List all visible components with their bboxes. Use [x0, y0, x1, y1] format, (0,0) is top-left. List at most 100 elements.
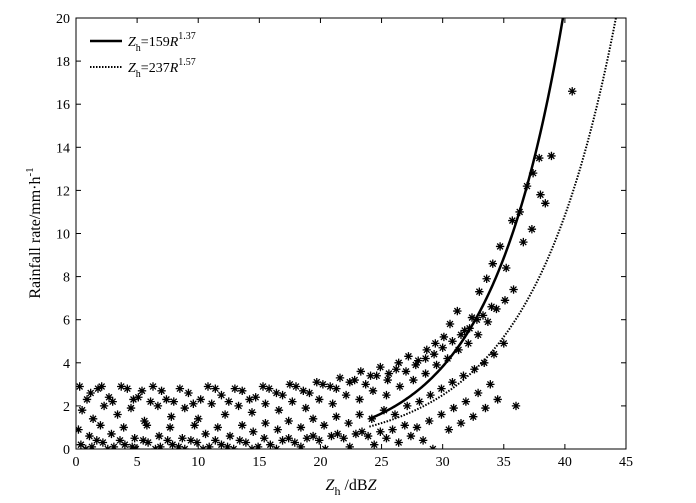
scatter-point	[207, 399, 216, 408]
scatter-point	[196, 395, 205, 404]
scatter-point	[198, 444, 208, 449]
scatter-point	[225, 431, 235, 441]
scatter-point	[327, 431, 336, 441]
scatter-point	[449, 403, 458, 413]
scatter-point	[421, 354, 430, 363]
scatter-point	[273, 425, 282, 434]
scatter-point	[376, 427, 385, 436]
scatter-point	[426, 390, 435, 400]
scatter-point	[422, 345, 431, 355]
scatter-point	[355, 410, 364, 419]
scatter-point	[464, 339, 473, 348]
scatter-point	[142, 421, 152, 430]
scatter-point	[382, 390, 391, 400]
scatter-point	[376, 362, 385, 372]
scatter-point	[274, 406, 284, 415]
y-tick-label: 10	[56, 228, 70, 243]
scatter-point	[403, 401, 412, 411]
scatter-point	[388, 425, 397, 434]
scatter-point	[473, 330, 483, 339]
scatter-point	[103, 444, 112, 449]
scatter-point	[284, 416, 293, 426]
scatter-point	[414, 356, 423, 365]
scatter-point	[308, 414, 318, 424]
scatter-point	[519, 237, 528, 247]
scatter-point	[224, 397, 233, 406]
scatter-point	[401, 367, 411, 376]
scatter-point	[321, 444, 330, 449]
fit-curves	[368, 18, 617, 428]
scatter-point	[379, 406, 389, 415]
scatter-point	[272, 388, 281, 398]
scatter-point	[536, 190, 545, 199]
scatter-point	[475, 287, 484, 296]
x-tick-label: 15	[252, 455, 266, 470]
scatter-point	[439, 332, 449, 342]
y-tick-label: 0	[63, 443, 70, 458]
scatter-point	[429, 349, 439, 359]
scatter-point	[192, 438, 202, 447]
legend: Zh=159R1.37 Zh=237R1.57	[90, 31, 196, 80]
x-tick-label: 5	[134, 455, 141, 470]
legend-label-1: Zh=159R1.37	[128, 31, 196, 54]
scatter-point	[115, 436, 125, 445]
scatter-point	[351, 429, 361, 439]
scatter-point	[194, 414, 203, 424]
scatter-point	[547, 151, 556, 161]
scatter-point	[384, 369, 394, 378]
scatter-point	[345, 442, 354, 449]
scatter-point	[493, 395, 502, 404]
scatter-point	[189, 399, 198, 408]
scatter-point	[123, 384, 132, 393]
scatter-point	[92, 436, 101, 445]
scatter-point	[261, 399, 270, 408]
y-tick-label: 4	[63, 357, 70, 372]
scatter-point	[299, 386, 308, 396]
x-tick-label: 35	[497, 455, 511, 470]
scatter-point	[302, 434, 312, 443]
y-tick-label: 6	[63, 314, 70, 329]
scatter-point	[154, 431, 164, 441]
scatter-point	[421, 369, 430, 378]
scatter-point	[368, 386, 378, 396]
scatter-point	[205, 442, 214, 449]
scatter-point	[341, 390, 351, 400]
scatter-point	[409, 375, 418, 385]
scatter-point	[395, 382, 405, 391]
scatter-point	[437, 410, 446, 419]
scatter-point	[541, 199, 550, 208]
scatter-point	[473, 388, 483, 398]
scatter-point	[86, 388, 95, 398]
scatter-point	[428, 444, 438, 449]
scatter-point	[163, 436, 172, 445]
curve-159	[368, 18, 565, 421]
scatter-point	[104, 393, 114, 402]
scatter-point	[126, 403, 136, 413]
scatter-point	[382, 434, 391, 443]
scatter-point	[201, 429, 210, 439]
scatter-point	[344, 418, 353, 428]
scatter-point	[480, 358, 489, 367]
scatter-point	[357, 427, 367, 436]
scatter-point	[345, 377, 354, 387]
scatter-point	[456, 418, 466, 428]
scatter-points	[76, 87, 577, 449]
scatter-point	[190, 421, 199, 430]
scatter-point	[412, 423, 422, 432]
scatter-point	[186, 436, 196, 445]
scatter-point	[301, 403, 310, 413]
scatter-point	[140, 416, 149, 426]
scatter-point	[146, 397, 155, 406]
scatter-point	[285, 380, 295, 389]
x-tick-label: 20	[313, 455, 327, 470]
scatter-point	[245, 395, 254, 404]
scatter-point	[394, 438, 403, 447]
scatter-point	[418, 436, 428, 445]
scatter-point	[253, 442, 263, 449]
scatter-point	[425, 416, 434, 426]
scatter-point	[392, 365, 401, 374]
scatter-point	[459, 371, 468, 380]
scatter-point	[235, 436, 244, 445]
scatter-point	[390, 410, 400, 419]
